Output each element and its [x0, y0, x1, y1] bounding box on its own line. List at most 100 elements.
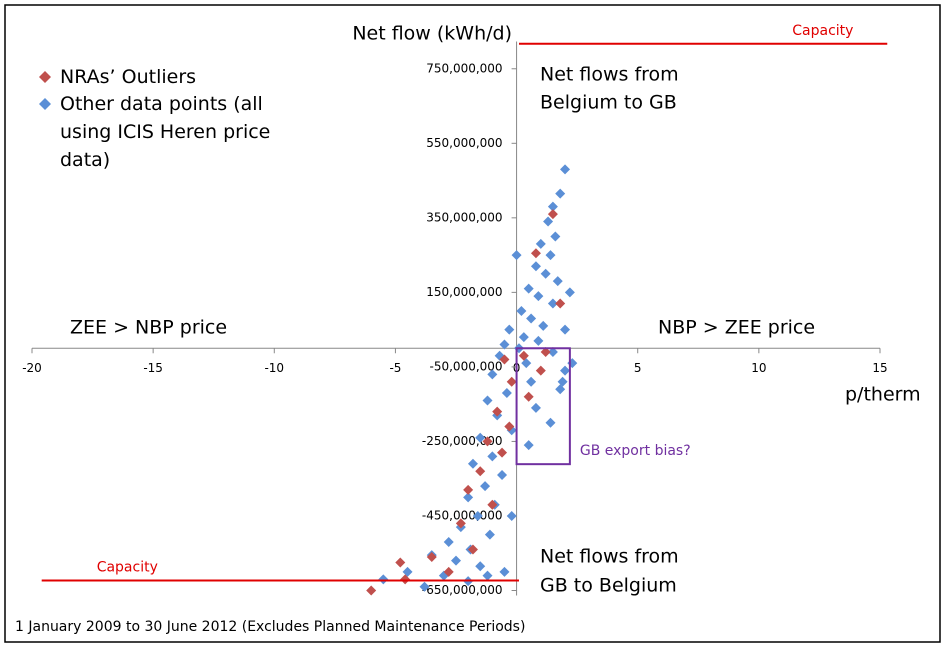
data-point	[518, 332, 529, 343]
data-point	[538, 320, 549, 331]
legend-marker	[39, 98, 51, 110]
x-tick-label: -15	[143, 361, 163, 375]
capacity-label: Capacity	[792, 23, 853, 39]
x-tick-label: 5	[634, 361, 642, 375]
legend-label: NRAs’ Outliers	[60, 66, 197, 88]
data-point	[523, 391, 534, 402]
legend-label: Other data points (all using ICIS Heren …	[60, 93, 271, 171]
bias-label: GB export bias?	[580, 443, 691, 459]
data-point	[547, 298, 558, 309]
data-point	[547, 201, 558, 212]
annotation: Belgium to GB	[540, 92, 677, 114]
data-point	[484, 529, 495, 540]
data-point	[530, 248, 541, 259]
y-tick-label: 350,000,000	[426, 210, 502, 224]
data-point	[552, 276, 563, 287]
annotation: GB to Belgium	[540, 575, 677, 597]
data-point	[487, 369, 498, 380]
data-point	[492, 406, 503, 417]
data-point	[497, 447, 508, 458]
data-point	[463, 484, 474, 495]
data-point	[443, 537, 454, 548]
data-point	[395, 557, 406, 568]
data-point	[400, 574, 411, 585]
data-point	[516, 306, 527, 316]
data-point	[560, 365, 571, 376]
data-point	[564, 287, 575, 298]
data-point	[530, 402, 541, 413]
data-point	[482, 436, 493, 447]
data-point	[547, 209, 558, 220]
data-point	[555, 298, 566, 309]
data-point	[463, 492, 474, 503]
data-point	[518, 350, 529, 361]
data-point	[487, 451, 498, 462]
x-tick-label: 10	[751, 361, 766, 375]
annotation: Net flows from	[540, 64, 679, 86]
data-point	[378, 574, 389, 585]
data-point	[547, 346, 558, 357]
data-point	[540, 268, 551, 279]
data-point	[501, 387, 512, 398]
data-point	[535, 238, 546, 249]
data-point	[526, 313, 537, 324]
legend-marker	[39, 71, 51, 83]
data-point	[523, 440, 534, 451]
x-tick-label: -10	[264, 361, 284, 375]
data-point	[480, 481, 491, 492]
data-point	[472, 510, 483, 521]
annotation: ZEE > NBP price	[70, 317, 227, 339]
data-point	[475, 466, 486, 477]
data-point	[526, 376, 537, 387]
footnote: 1 January 2009 to 30 June 2012 (Excludes…	[15, 619, 525, 635]
data-point	[497, 469, 508, 480]
data-point	[504, 324, 515, 335]
data-point	[550, 231, 561, 242]
data-point	[560, 324, 571, 335]
data-point	[467, 544, 478, 555]
data-point	[530, 261, 541, 272]
y-tick-label: 550,000,000	[426, 136, 502, 150]
data-point	[557, 376, 568, 387]
data-point	[482, 570, 493, 581]
data-point	[504, 421, 515, 432]
frame	[4, 4, 941, 643]
data-point	[402, 566, 413, 577]
data-point	[475, 561, 486, 572]
y-tick-label: -50,000,000	[430, 359, 503, 373]
annotation: NBP > ZEE price	[658, 317, 815, 339]
x-tick-label: -20	[22, 361, 42, 375]
data-point	[521, 358, 532, 369]
data-point	[533, 291, 544, 302]
y-tick-label: -650,000,000	[422, 583, 503, 597]
data-point	[535, 365, 546, 376]
data-point	[419, 581, 430, 592]
data-point	[560, 164, 571, 175]
y-tick-label: -450,000,000	[422, 508, 503, 522]
data-point	[555, 188, 566, 199]
data-point	[426, 551, 437, 562]
bias-box	[515, 347, 571, 466]
data-point	[506, 510, 517, 521]
data-point	[451, 555, 461, 566]
x-tick-label: -5	[389, 361, 401, 375]
data-point	[540, 346, 551, 357]
legend-entry: NRAs’ Outliers	[60, 66, 197, 88]
data-point	[482, 395, 493, 406]
data-point	[511, 250, 522, 261]
data-point	[543, 216, 554, 227]
legend-entry: Other data points (all using ICIS Heren …	[60, 93, 271, 171]
y-tick-label: 750,000,000	[426, 61, 502, 75]
capacity-label: Capacity	[97, 559, 158, 575]
data-point	[455, 518, 466, 529]
data-point	[475, 432, 486, 443]
data-point	[487, 499, 498, 510]
annotation: Net flows from	[540, 546, 679, 568]
data-point	[545, 417, 556, 428]
data-point	[467, 458, 478, 469]
data-point	[555, 384, 566, 395]
data-point	[545, 250, 556, 261]
data-point	[443, 566, 454, 577]
data-point	[523, 283, 534, 294]
y-axis-label: Net flow (kWh/d)	[352, 23, 512, 45]
